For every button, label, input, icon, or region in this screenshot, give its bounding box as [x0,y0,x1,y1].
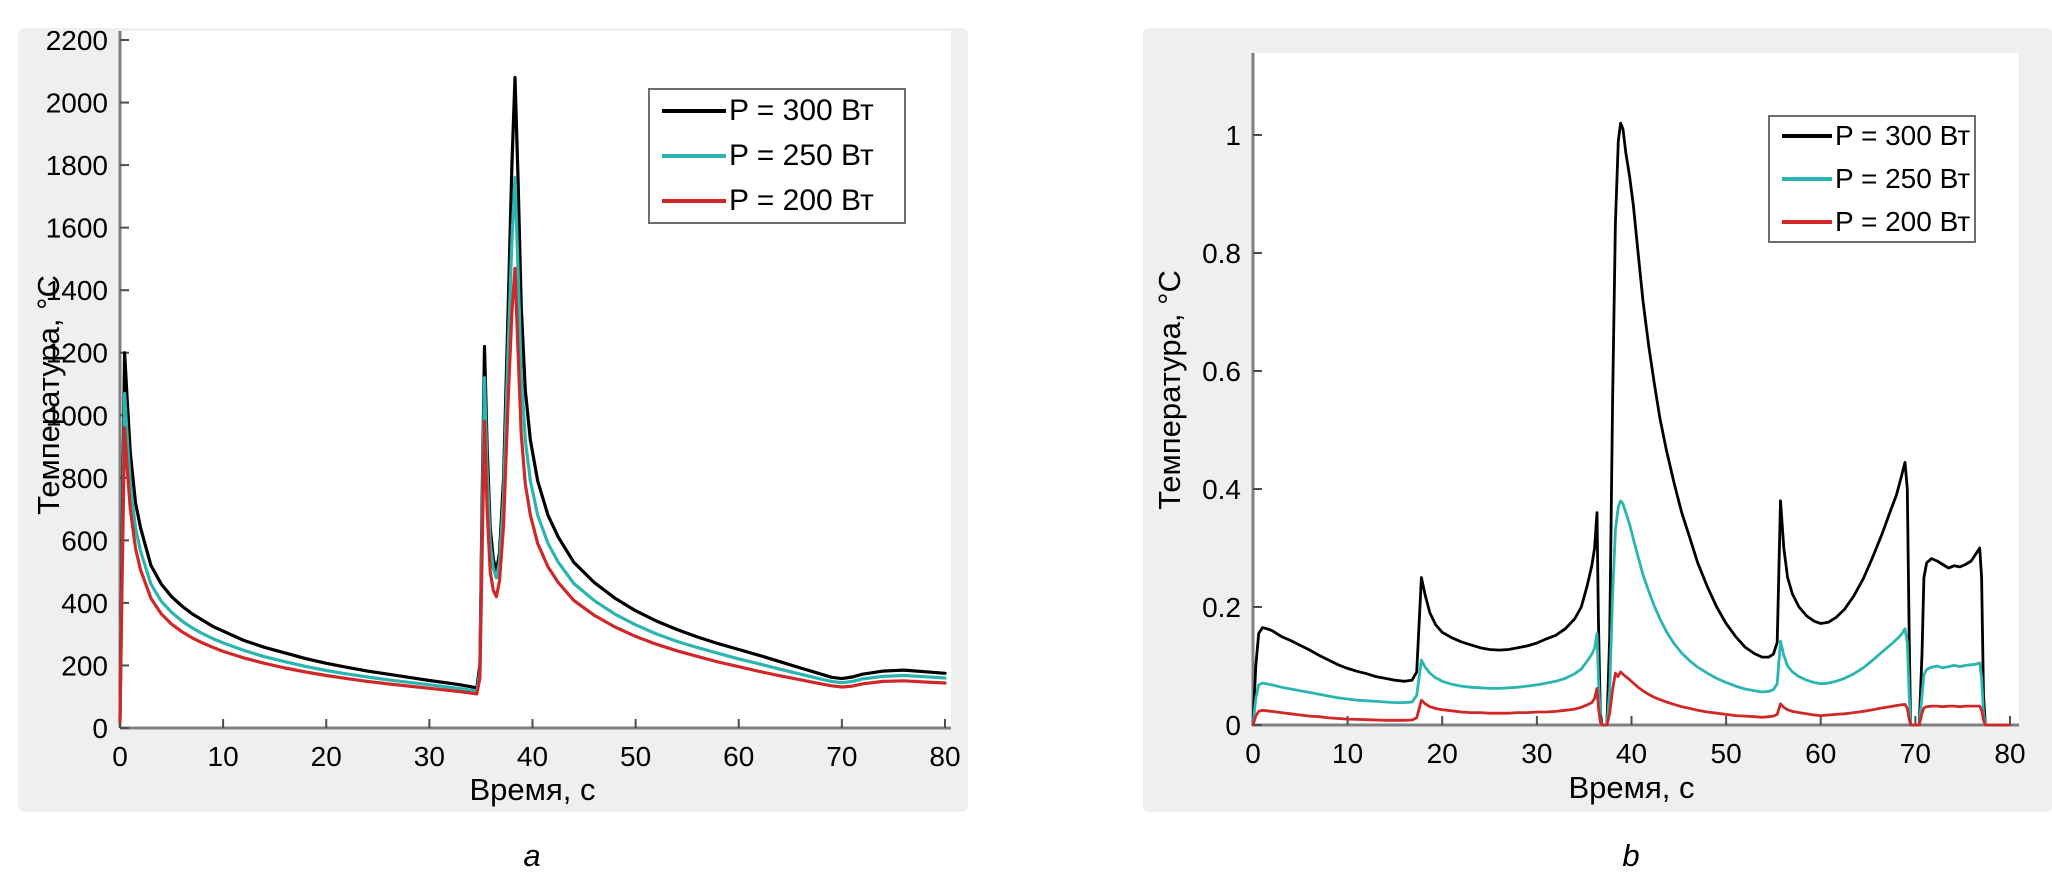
x-tick-label: 40 [1616,738,1647,769]
legend-item-p250: P = 250 Вт [1782,163,1970,195]
x-axis-label-a: Время, с [469,772,596,807]
x-tick-label: 40 [517,741,548,772]
y-tick-label: 0 [1225,710,1241,741]
series-line-2 [1251,670,2012,727]
x-tick-label: 50 [1711,738,1742,769]
legend-b: P = 300 Вт P = 250 Вт P = 200 Вт [1768,115,1976,243]
legend-line-sample-red [662,199,726,203]
x-tick-label: 80 [929,741,960,772]
legend-label: P = 250 Вт [729,139,874,172]
series-line-2 [118,266,947,724]
y-tick-label: 0 [92,713,108,744]
y-tick-label: 2200 [46,28,108,56]
y-tick-label: 400 [61,588,108,619]
x-tick-label: 50 [620,741,651,772]
legend-label: P = 300 Вт [729,94,874,127]
caption-a: a [523,838,541,873]
legend-label: P = 200 Вт [1835,206,1971,237]
y-tick-label: 600 [61,525,108,556]
series-line-1 [1251,499,2012,727]
x-tick-label: 30 [1521,738,1552,769]
x-tick-label: 60 [1805,738,1836,769]
y-tick-label: 1000 [46,400,108,431]
x-tick-label: 10 [1332,738,1363,769]
legend-line-sample-cyan [1782,177,1832,181]
y-axis-label-a: Температура, °C [31,275,66,515]
x-tick-label: 0 [112,741,128,772]
x-tick-label: 70 [1900,738,1931,769]
y-tick-label: 1800 [46,150,108,181]
y-tick-label: 1200 [46,338,108,369]
chart-panel-b: 0 10 20 30 40 50 60 70 80 0 0.2 0.4 0.6 0.8 1 Температ… [1143,28,2052,812]
y-tick-label: 1600 [46,213,108,244]
legend-item-p300: P = 300 Вт [1782,120,1970,152]
y-tick-label: 0.2 [1202,592,1241,623]
legend-line-sample-red [1782,220,1832,224]
y-axis-label-b: Температура, °C [1152,270,1187,510]
legend-item-p200: P = 200 Вт [1782,206,1970,238]
legend-a: P = 300 Вт P = 250 Вт P = 200 Вт [648,88,906,224]
legend-item-p200: P = 200 Вт [662,184,894,218]
legend-item-p300: P = 300 Вт [662,94,894,128]
y-tick-label: 0.6 [1202,356,1241,387]
x-tick-label: 30 [414,741,445,772]
x-tick-label: 0 [1245,738,1261,769]
y-tick-label: 1 [1225,120,1241,151]
x-tick-label: 60 [723,741,754,772]
y-tick-label: 0.4 [1202,474,1241,505]
x-tick-label: 70 [826,741,857,772]
x-axis-label-b: Время, с [1568,770,1695,805]
series-line-1 [118,176,947,722]
chart-panel-a: 0 10 20 30 40 50 60 70 80 0 200 400 600 800 1000 1200 14… [18,28,968,812]
y-tick-label: 1400 [46,275,108,306]
x-tick-label: 20 [311,741,342,772]
x-tick-label: 80 [1994,738,2025,769]
y-tick-label: 200 [61,650,108,681]
y-tick-label: 800 [61,463,108,494]
x-tick-label: 10 [208,741,239,772]
legend-line-sample-black [1782,134,1832,138]
legend-label: P = 250 Вт [1835,163,1971,194]
legend-label: P = 300 Вт [1835,120,1971,151]
series-line-0 [1251,121,2012,727]
legend-line-sample-black [662,109,726,113]
legend-line-sample-cyan [662,154,726,158]
y-tick-label: 0.8 [1202,238,1241,269]
y-tick-label: 2000 [46,88,108,119]
caption-b: b [1622,838,1640,873]
legend-item-p250: P = 250 Вт [662,139,894,173]
legend-label: P = 200 Вт [729,184,874,217]
x-tick-label: 20 [1427,738,1458,769]
